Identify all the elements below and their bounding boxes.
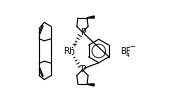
Text: BF: BF [120,47,131,55]
Polygon shape [87,16,94,18]
Polygon shape [87,84,94,86]
Text: −: − [129,44,135,50]
Text: P: P [80,65,85,74]
Text: Rh: Rh [63,47,75,55]
Text: P: P [80,28,85,37]
Text: +: + [71,42,77,48]
Text: 4: 4 [126,53,130,58]
